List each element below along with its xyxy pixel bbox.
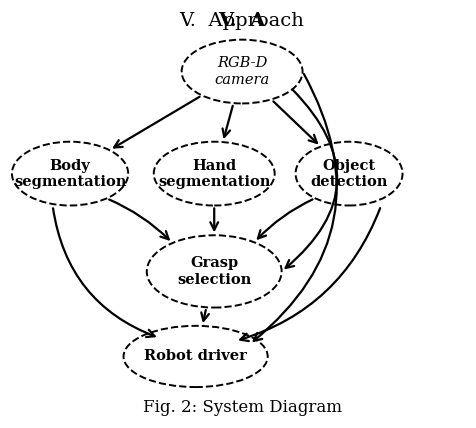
Text: Object
detection: Object detection [310, 158, 388, 189]
Text: V.  A: V. A [218, 12, 266, 30]
Text: V.  Approach: V. Approach [179, 12, 305, 30]
Text: Body
segmentation: Body segmentation [14, 158, 126, 189]
Text: Grasp
selection: Grasp selection [177, 256, 251, 286]
Text: Robot driver: Robot driver [144, 349, 247, 363]
Text: Hand
segmentation: Hand segmentation [158, 158, 270, 189]
Text: Fig. 2: System Diagram: Fig. 2: System Diagram [143, 399, 342, 416]
Text: RGB-D
camera: RGB-D camera [215, 56, 270, 86]
